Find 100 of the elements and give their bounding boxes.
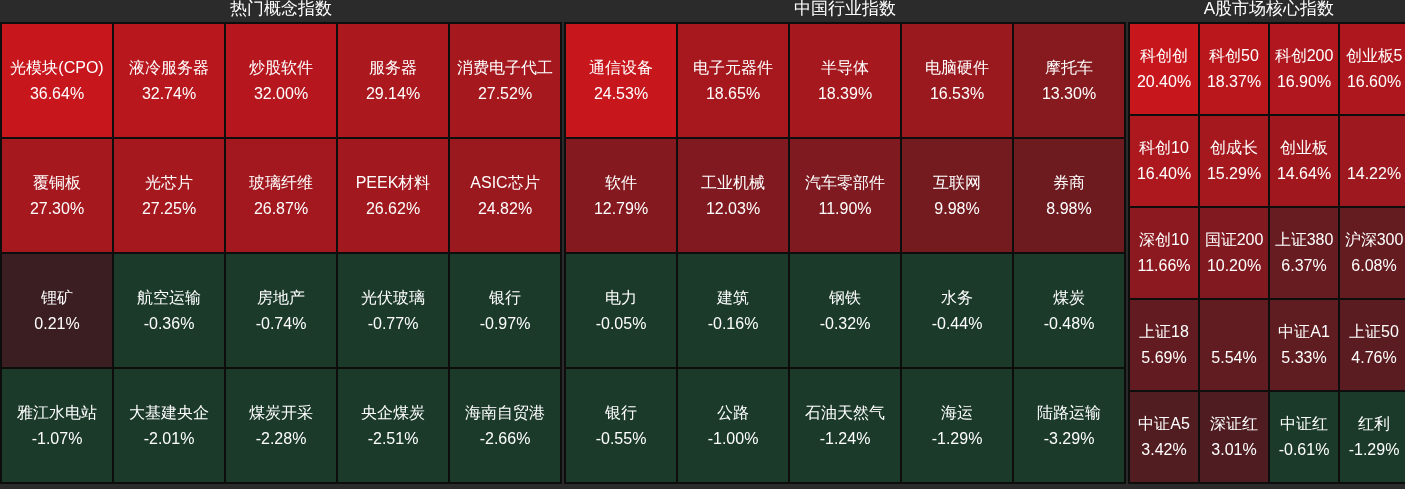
data-label: 16.60%	[1346, 73, 1402, 90]
category-label: 科创创	[1140, 47, 1188, 64]
data-label: 29.14%	[365, 84, 421, 102]
category-label: 央企煤炭	[361, 403, 425, 421]
category-label: 半导体	[821, 58, 869, 76]
data-label: -1.29%	[1348, 441, 1400, 458]
data-label: -3.29%	[1043, 429, 1095, 447]
data-label: 11.90%	[818, 199, 872, 217]
data-label: 18.37%	[1206, 73, 1262, 90]
data-label: 0.21%	[34, 314, 80, 332]
data-label: 16.90%	[1276, 73, 1332, 90]
category-label: 上证18	[1139, 323, 1189, 340]
category-label: 煤炭	[1053, 288, 1085, 306]
category-label: 沪深300	[1344, 231, 1404, 248]
category-label: 建筑	[716, 288, 749, 306]
category-label: 科创10	[1139, 139, 1189, 156]
data-label: 14.22%	[1346, 165, 1402, 182]
category-label: 光芯片	[145, 173, 193, 191]
text: A股市场核心指数	[1203, 0, 1335, 18]
data-label: 5.33%	[1281, 349, 1327, 366]
data-label: -1.00%	[707, 429, 759, 447]
category-label: 玻璃纤维	[249, 173, 313, 191]
data-label: 6.37%	[1281, 257, 1327, 274]
data-label: -0.77%	[367, 314, 419, 332]
category-label: 银行	[604, 403, 637, 421]
data-label: 12.03%	[705, 199, 761, 217]
data-label: 9.98%	[934, 199, 980, 217]
data-label: 18.65%	[705, 84, 761, 102]
data-label: -2.66%	[479, 429, 531, 447]
category-label: 上证380	[1274, 231, 1334, 248]
category-label: 电力	[605, 288, 637, 306]
data-label: 12.79%	[593, 199, 649, 217]
data-label: 5.54%	[1211, 349, 1257, 366]
category-label: 水务	[941, 288, 973, 306]
category-label: 摩托车	[1045, 58, 1093, 76]
category-label: 创业板	[1280, 139, 1328, 156]
data-label: -0.44%	[931, 314, 983, 332]
data-label: 4.76%	[1351, 349, 1397, 366]
data-label: 20.40%	[1136, 73, 1192, 90]
data-label: -1.29%	[931, 429, 983, 447]
category-label: 中证A1	[1278, 323, 1330, 340]
data-label: -1.24%	[819, 429, 871, 447]
data-label: 13.30%	[1041, 84, 1097, 102]
category-label: 国证200	[1204, 231, 1264, 248]
category-label: 中证A5	[1138, 415, 1190, 432]
category-label: 上证50	[1349, 323, 1399, 340]
text: 中国行业指数	[794, 0, 896, 18]
data-label: 5.69%	[1141, 349, 1187, 366]
category-label: PEEK材料	[355, 173, 431, 191]
category-label: 券商	[1053, 173, 1085, 191]
data-label: -0.16%	[707, 314, 759, 332]
category-label: 创业板5	[1345, 47, 1403, 64]
data-label: -2.51%	[367, 429, 419, 447]
data-label: 18.39%	[817, 84, 873, 102]
category-label: 房地产	[257, 288, 305, 306]
data-label: -0.32%	[819, 314, 871, 332]
category-label: 红利	[1358, 415, 1390, 432]
category-label: 光伏玻璃	[361, 288, 425, 306]
data-label: 14.64%	[1276, 165, 1332, 182]
data-label: 16.40%	[1136, 165, 1192, 182]
data-label: 8.98%	[1046, 199, 1092, 217]
category-label: 电子元器件	[693, 58, 773, 76]
category-label: ASIC芯片	[470, 173, 540, 191]
category-label: 公路	[717, 403, 749, 421]
data-label: 16.53%	[929, 84, 985, 102]
data-label: 36.64%	[29, 84, 85, 102]
data-label: -0.36%	[143, 314, 195, 332]
category-label: 雅江水电站	[17, 403, 97, 421]
category-label: 钢铁	[828, 288, 861, 306]
category-label: 深创10	[1139, 231, 1189, 248]
data-label: 24.82%	[477, 199, 533, 217]
data-label: -1.07%	[31, 429, 83, 447]
category-label: 科创50	[1209, 47, 1259, 64]
category-label: 中证红	[1280, 415, 1328, 432]
category-label: 深证红	[1210, 415, 1258, 432]
data-label: 11.66%	[1137, 257, 1191, 274]
category-label: 服务器	[369, 58, 417, 76]
category-label: 创成长	[1210, 139, 1258, 156]
data-label: 26.87%	[253, 199, 309, 217]
category-label: 石油天然气	[805, 403, 885, 421]
data-label: 10.20%	[1206, 257, 1262, 274]
category-label: 互联网	[933, 173, 981, 191]
category-label: 通信设备	[589, 58, 653, 76]
category-label: 消费电子代工	[457, 58, 553, 76]
category-label: 电脑硬件	[925, 58, 989, 76]
text: 热门概念指数	[230, 0, 332, 18]
data-label: -0.55%	[595, 429, 647, 447]
category-label: 液冷服务器	[129, 58, 209, 76]
category-label: 海南自贸港	[465, 403, 545, 421]
data-label: 32.00%	[253, 84, 309, 102]
category-label: 煤炭开采	[249, 403, 313, 421]
category-label: 炒股软件	[249, 58, 313, 76]
data-label: -2.28%	[255, 429, 307, 447]
data-label: 26.62%	[365, 199, 421, 217]
category-label: 汽车零部件	[805, 173, 885, 191]
data-label: -0.48%	[1043, 314, 1095, 332]
data-label: -0.05%	[595, 314, 647, 332]
category-label: 陆路运输	[1037, 403, 1101, 421]
data-label: 15.29%	[1206, 165, 1262, 182]
category-label: 航空运输	[137, 288, 201, 306]
